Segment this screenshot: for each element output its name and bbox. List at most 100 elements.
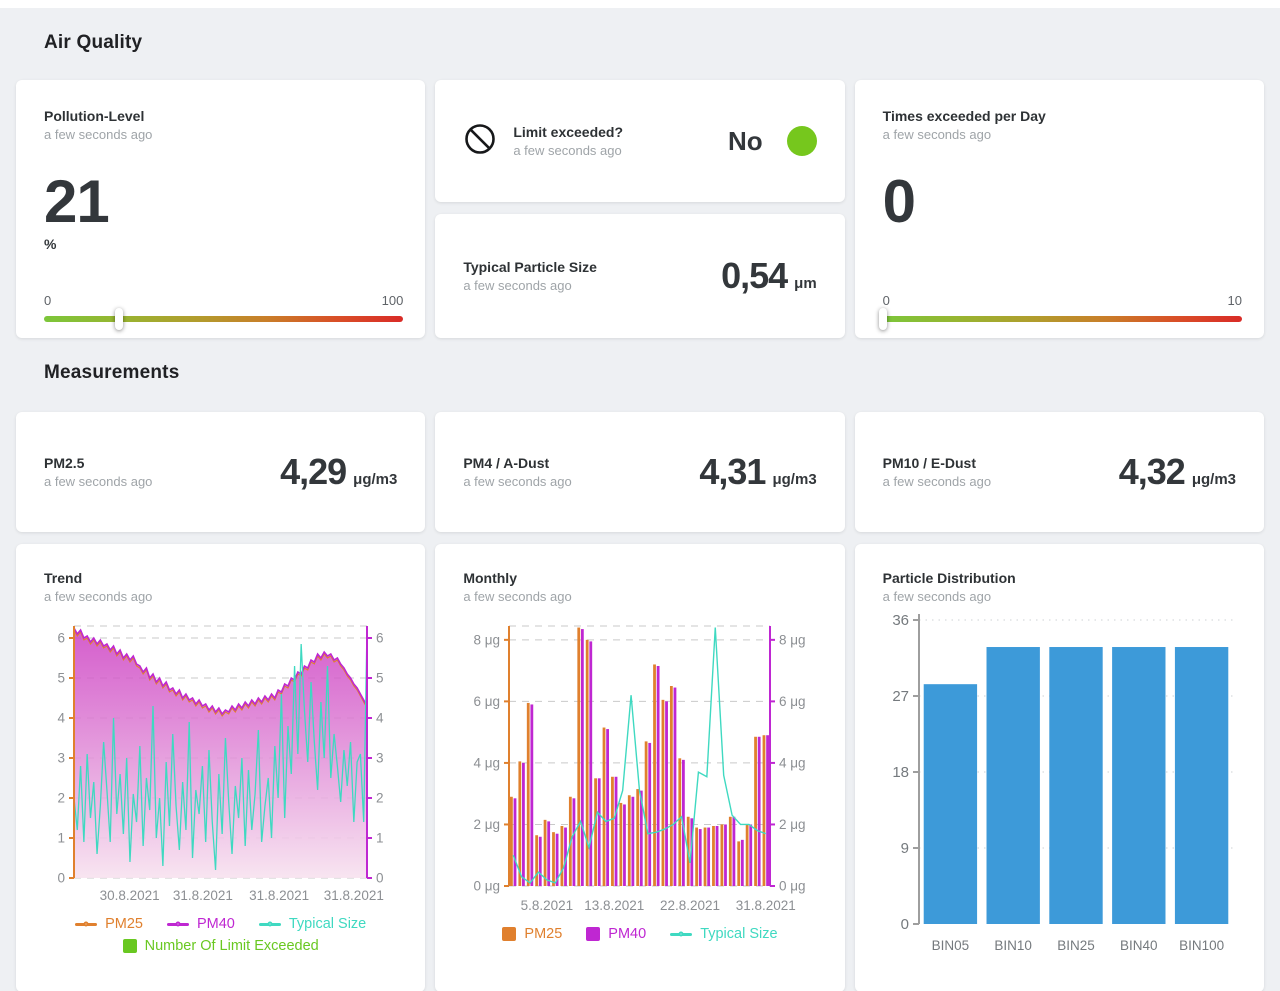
pm10-unit: μg/m3 (1191, 471, 1236, 488)
svg-text:4: 4 (58, 711, 66, 726)
legend-item: PM40 (586, 926, 646, 942)
air-quality-row: Pollution-Level a few seconds ago 21 % 0… (16, 80, 1264, 338)
square-marker (122, 939, 137, 953)
svg-text:8 μg: 8 μg (474, 632, 501, 647)
times-exceeded-slider[interactable]: 0 10 (878, 293, 1242, 330)
svg-text:0: 0 (58, 871, 66, 886)
svg-text:5.8.2021: 5.8.2021 (521, 898, 574, 913)
card-title: Trend (44, 570, 83, 586)
monthly-chart: 0 μg 0 μg 2 μg 2 μg 4 μg 4 μg 6 μg 6 μg 8 μg 8 μg… (474, 625, 806, 913)
svg-text:9: 9 (901, 840, 909, 857)
svg-text:31.8.2021: 31.8.2021 (324, 888, 384, 903)
top-strip (0, 0, 1280, 8)
slider-handle[interactable] (878, 308, 887, 330)
legend-item: PM40 (166, 916, 235, 932)
svg-text:6 μg: 6 μg (779, 694, 806, 709)
svg-text:0: 0 (376, 871, 384, 886)
page-title: Air Quality (44, 32, 143, 53)
trend-legend: PM25 PM40 Typical Size (16, 916, 425, 932)
legend-item: PM25 (75, 916, 143, 932)
typical-size-value: 0,54 (721, 255, 788, 296)
trend-chart-card: Trend a few seconds ago 0 0 1 1 2 2 3 3 4 4 5 5 6 6 30… (16, 544, 426, 991)
slider-track[interactable] (878, 308, 1242, 330)
slider-handle[interactable] (115, 308, 124, 330)
typical-particle-size-card: Typical Particle Size a few seconds ago … (435, 214, 845, 338)
pm4-unit: μg/m3 (772, 471, 817, 488)
card-subtitle: a few seconds ago (463, 589, 572, 604)
svg-text:6: 6 (58, 631, 66, 646)
line-dot-marker (166, 921, 189, 927)
svg-text:BIN25: BIN25 (1058, 938, 1096, 953)
svg-text:22.8.2021: 22.8.2021 (660, 898, 720, 913)
block-icon (463, 122, 497, 161)
pm10-value: 4,32 (1118, 451, 1186, 492)
legend-item: Typical Size (670, 926, 778, 942)
svg-text:30.8.2021: 30.8.2021 (100, 888, 160, 903)
trend-legend-row2: Number Of Limit Exceeded (16, 938, 425, 954)
svg-text:BIN40: BIN40 (1120, 938, 1158, 953)
svg-text:31.8.2021: 31.8.2021 (249, 888, 309, 903)
svg-text:BIN100: BIN100 (1179, 938, 1224, 953)
limit-value: No (727, 125, 763, 156)
svg-text:31.8.2021: 31.8.2021 (173, 888, 233, 903)
card-title: Typical Particle Size (463, 259, 597, 275)
svg-text:3: 3 (58, 751, 66, 766)
svg-text:0 μg: 0 μg (779, 879, 806, 894)
svg-text:2: 2 (58, 791, 66, 806)
line-dot-marker (670, 931, 693, 937)
svg-text:0 μg: 0 μg (474, 879, 501, 894)
card-subtitle: a few seconds ago (463, 278, 572, 293)
card-subtitle: a few seconds ago (882, 474, 992, 489)
svg-text:5: 5 (376, 671, 384, 686)
dashboard-page: Air Quality Pollution-Level a few second… (0, 32, 1280, 991)
svg-text:2 μg: 2 μg (474, 817, 501, 832)
card-subtitle: a few seconds ago (44, 127, 153, 142)
legend-label: PM40 (608, 926, 647, 942)
card-subtitle: a few seconds ago (463, 474, 572, 489)
pm4-card: PM4 / A-Dust a few seconds ago 4,31 μg/m… (435, 412, 845, 532)
card-title: Limit exceeded? (513, 124, 624, 140)
svg-text:4 μg: 4 μg (474, 755, 501, 770)
monthly-chart-card: Monthly a few seconds ago 0 μg 0 μg 2 μg 2 … (435, 544, 845, 991)
legend-item: Typical Size (258, 916, 367, 932)
pm4-value: 4,31 (699, 451, 766, 492)
pm25-value: 4,29 (280, 451, 347, 492)
card-subtitle: a few seconds ago (882, 127, 992, 142)
square-marker (586, 927, 601, 941)
svg-text:0: 0 (901, 916, 909, 933)
legend-label: Number Of Limit Exceeded (144, 938, 319, 954)
svg-text:6: 6 (376, 631, 384, 646)
slider-max-label: 10 (1227, 293, 1242, 308)
trend-chart: 0 0 1 1 2 2 3 3 4 4 5 5 6 6 30.8.2021 31.8.2021 31.8.202… (58, 625, 384, 903)
svg-text:BIN05: BIN05 (932, 938, 970, 953)
svg-text:13.8.2021: 13.8.2021 (585, 898, 645, 913)
particle-distribution-chart: 0 9 18 27 36 BIN05 BIN10 BIN25 BIN40 BIN100 (893, 612, 1234, 953)
card-title: PM4 / A-Dust (463, 455, 550, 471)
status-dot (786, 126, 817, 156)
pollution-level-card: Pollution-Level a few seconds ago 21 % 0… (16, 80, 426, 338)
measurements-row: PM2.5 a few seconds ago 4,29 μg/m3 PM4 /… (16, 412, 1264, 532)
svg-text:18: 18 (893, 764, 910, 781)
slider-min-label: 0 (44, 293, 52, 308)
svg-text:3: 3 (376, 751, 384, 766)
particle-distribution-card: Particle Distribution a few seconds ago … (854, 544, 1264, 991)
legend-label: Typical Size (288, 916, 367, 932)
card-subtitle: a few seconds ago (513, 143, 622, 158)
pollution-slider[interactable]: 0 100 (44, 293, 404, 330)
times-exceeded-card: Times exceeded per Day a few seconds ago… (854, 80, 1264, 338)
legend-label: PM40 (196, 916, 235, 932)
svg-text:4 μg: 4 μg (779, 755, 806, 770)
middle-column: Limit exceeded? a few seconds ago No Typ… (435, 80, 845, 338)
pm10-card: PM10 / E-Dust a few seconds ago 4,32 μg/… (854, 412, 1264, 532)
legend-label: PM25 (524, 926, 563, 942)
slider-min-label: 0 (882, 293, 890, 308)
line-dot-marker (258, 921, 281, 927)
line-dot-marker (75, 921, 98, 927)
slider-track[interactable] (44, 308, 404, 330)
square-marker (502, 927, 517, 941)
limit-exceeded-card: Limit exceeded? a few seconds ago No (435, 80, 845, 202)
svg-text:1: 1 (376, 831, 384, 846)
svg-text:4: 4 (376, 711, 384, 726)
legend-label: PM25 (105, 916, 143, 932)
legend-item: PM25 (502, 926, 562, 942)
